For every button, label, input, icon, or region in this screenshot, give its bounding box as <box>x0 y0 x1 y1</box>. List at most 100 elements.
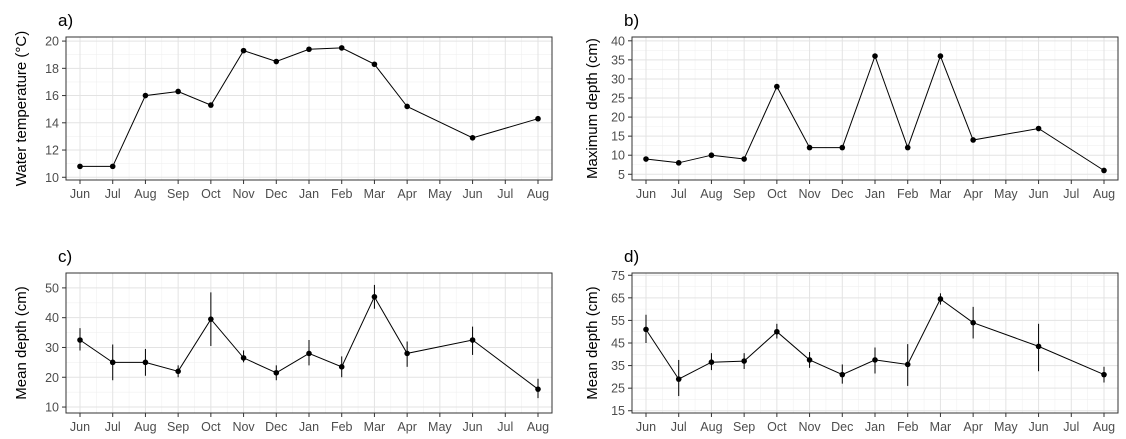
panel-label: c) <box>58 247 72 266</box>
data-point <box>371 294 378 300</box>
x-tick-label: Jan <box>299 187 319 201</box>
y-tick-label: 20 <box>45 371 59 385</box>
y-tick-label: 30 <box>45 341 59 355</box>
x-tick-label: Nov <box>232 187 255 201</box>
data-point <box>741 156 747 162</box>
data-point <box>109 359 116 366</box>
x-tick-label: May <box>428 187 452 201</box>
x-tick-label: Oct <box>767 420 787 434</box>
data-point <box>175 88 181 95</box>
x-tick-label: Jun <box>462 187 482 201</box>
y-tick-label: 55 <box>611 314 625 328</box>
data-point <box>675 160 682 166</box>
data-point <box>142 359 149 366</box>
y-tick-label: 5 <box>618 168 625 182</box>
y-tick-label: 18 <box>45 62 59 76</box>
x-tick-label: May <box>994 187 1018 201</box>
x-tick-label: Apr <box>963 187 982 201</box>
data-point <box>675 376 682 382</box>
x-tick-label: May <box>994 420 1018 434</box>
data-point <box>708 359 715 365</box>
x-tick-label: Sep <box>733 420 755 434</box>
x-tick-label: Jul <box>105 187 121 201</box>
data-point <box>371 61 378 68</box>
x-tick-label: Aug <box>700 420 722 434</box>
x-tick-label: Jun <box>636 420 656 434</box>
data-point <box>970 137 976 143</box>
x-tick-label: Jan <box>865 420 885 434</box>
x-tick-label: Jun <box>70 187 90 201</box>
x-tick-label: Jul <box>1063 420 1079 434</box>
data-point <box>469 337 476 343</box>
data-point <box>175 368 181 375</box>
panel-label: d) <box>624 247 639 266</box>
x-tick-label: Aug <box>527 420 549 434</box>
data-point <box>741 358 747 364</box>
x-tick-label: Aug <box>700 187 722 201</box>
y-axis-title: Water temperature (°C) <box>13 31 30 186</box>
x-tick-label: Jan <box>299 420 319 434</box>
x-tick-label: Jun <box>636 187 656 201</box>
data-point <box>1035 125 1042 132</box>
x-tick-label: Nov <box>798 187 821 201</box>
x-tick-label: Dec <box>831 420 853 434</box>
plot-border <box>65 272 553 414</box>
x-tick-label: Aug <box>527 187 549 201</box>
data-point <box>970 319 976 326</box>
data-point <box>774 328 780 335</box>
plot-border <box>631 272 1119 414</box>
data-point <box>806 357 813 363</box>
x-tick-label: Nov <box>798 420 821 434</box>
x-tick-label: Jun <box>1028 187 1048 201</box>
y-tick-label: 16 <box>45 89 59 103</box>
x-tick-label: Nov <box>232 420 255 434</box>
x-tick-label: Dec <box>265 420 287 434</box>
data-point <box>208 316 214 322</box>
x-tick-label: Apr <box>397 420 416 434</box>
x-tick-label: May <box>428 420 452 434</box>
x-tick-label: Jul <box>105 420 121 434</box>
data-point <box>1035 343 1042 350</box>
y-tick-label: 35 <box>611 53 625 67</box>
x-tick-label: Mar <box>364 420 386 434</box>
y-tick-label: 12 <box>45 144 59 158</box>
data-point <box>774 83 780 90</box>
data-point <box>708 152 715 159</box>
x-tick-label: Mar <box>930 420 952 434</box>
x-tick-label: Aug <box>134 420 156 434</box>
data-point <box>806 144 813 151</box>
data-point <box>643 326 649 333</box>
y-tick-label: 40 <box>45 311 59 325</box>
data-point <box>338 45 345 51</box>
y-tick-label: 45 <box>611 337 625 351</box>
y-tick-label: 15 <box>611 130 625 144</box>
data-point <box>904 144 911 151</box>
y-tick-label: 10 <box>45 171 59 185</box>
y-tick-label: 20 <box>45 35 59 49</box>
x-tick-label: Jun <box>462 420 482 434</box>
x-tick-label: Jul <box>497 187 513 201</box>
x-tick-label: Dec <box>831 187 853 201</box>
x-tick-label: Aug <box>1093 420 1115 434</box>
data-point <box>937 53 944 59</box>
x-tick-label: Sep <box>167 187 189 201</box>
data-point <box>839 144 846 151</box>
x-tick-label: Jul <box>671 420 687 434</box>
data-point <box>872 357 878 363</box>
x-tick-label: Sep <box>167 420 189 434</box>
x-tick-label: Aug <box>134 187 156 201</box>
data-point <box>643 156 649 162</box>
y-tick-label: 35 <box>611 359 625 373</box>
chart-panel-4: 15 25 35 45 55 65 75 Jun Jul Aug Sep Oct Nov Dec Jan Fe… <box>584 247 1119 434</box>
data-point <box>872 53 878 59</box>
x-tick-label: Jul <box>671 187 687 201</box>
data-point <box>273 58 280 65</box>
data-point <box>208 102 214 108</box>
chart-panel-3: 10 20 30 40 50 Jun Jul Aug Sep Oct Nov Dec Jan Feb Mar… <box>13 247 553 434</box>
x-tick-label: Jun <box>1028 420 1048 434</box>
x-tick-label: Feb <box>331 187 353 201</box>
x-tick-label: Aug <box>1093 187 1115 201</box>
x-tick-label: Feb <box>897 420 919 434</box>
x-tick-label: Feb <box>331 420 353 434</box>
y-tick-label: 30 <box>611 72 625 86</box>
